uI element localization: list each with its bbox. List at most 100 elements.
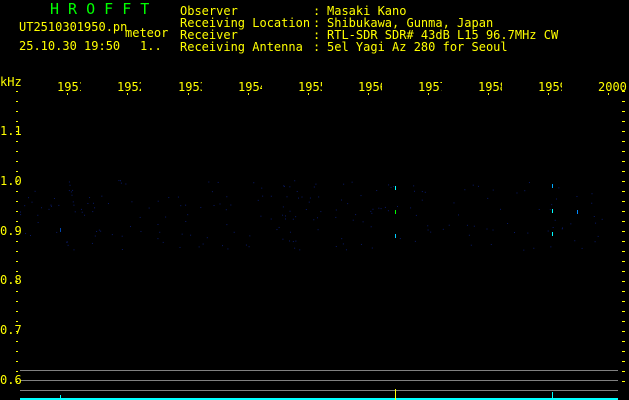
noise-dot — [393, 186, 395, 188]
noise-dot — [576, 196, 578, 198]
noise-dot — [378, 207, 380, 209]
noise-dot — [384, 206, 386, 208]
noise-dot — [53, 197, 55, 199]
noise-dot — [292, 241, 294, 243]
x-tick-label: 1957 — [418, 80, 442, 94]
noise-dot — [89, 197, 91, 199]
noise-dot — [74, 211, 76, 213]
meteor-echo — [552, 232, 553, 236]
noise-dot — [360, 195, 362, 197]
noise-dot — [71, 194, 73, 196]
noise-dot — [352, 219, 354, 221]
noise-dot — [466, 224, 468, 226]
noise-dot — [181, 233, 183, 235]
noise-dot — [313, 219, 315, 221]
noise-dot — [538, 208, 540, 210]
noise-dot — [430, 231, 432, 233]
y-tick-label: 0.6 — [0, 373, 22, 387]
noise-dot — [80, 208, 82, 210]
y-tick-mark — [16, 311, 18, 312]
noise-dot — [162, 241, 164, 243]
noise-dot — [226, 196, 228, 198]
spectrum-peak — [60, 395, 61, 400]
noise-dot — [342, 243, 344, 245]
noise-dot — [289, 240, 291, 242]
x-tick-mark — [428, 93, 429, 95]
noise-dot — [129, 226, 131, 228]
noise-dot — [282, 206, 284, 208]
noise-dot — [219, 203, 221, 205]
noise-dot — [233, 231, 235, 233]
noise-dot — [499, 208, 501, 210]
location-value: Shibukawa, Gunma, Japan — [327, 16, 494, 30]
noise-dot — [470, 244, 472, 246]
noise-dot — [414, 240, 416, 242]
noise-dot — [473, 225, 475, 227]
meteor-echo — [395, 210, 396, 214]
y-tick-label: 1.0 — [0, 174, 22, 188]
spectrum-peak — [552, 392, 553, 400]
noise-dot — [448, 224, 450, 226]
noise-dot — [213, 205, 215, 207]
noise-dot — [555, 198, 557, 200]
grid-line — [20, 390, 618, 391]
y-tick-mark — [622, 311, 625, 312]
noise-dot — [30, 235, 32, 237]
noise-dot — [421, 191, 423, 193]
noise-dot — [317, 229, 319, 231]
noise-dot — [421, 199, 423, 201]
y-tick-mark — [16, 201, 18, 202]
x-tick-mark — [308, 93, 309, 95]
y-tick-mark — [16, 291, 18, 292]
mode-label: meteor — [125, 26, 169, 40]
noise-dot — [131, 201, 133, 203]
y-tick-mark — [622, 121, 625, 122]
meteor-echo — [577, 210, 578, 214]
y-tick-mark — [16, 351, 18, 352]
noise-dot — [165, 216, 167, 218]
noise-dot — [70, 191, 72, 193]
noise-dot — [318, 196, 320, 198]
noise-dot — [516, 192, 518, 194]
noise-dot — [190, 234, 192, 236]
noise-dot — [523, 249, 525, 251]
meteor-echo — [552, 209, 553, 213]
noise-dot — [285, 215, 287, 217]
y-tick-mark — [622, 161, 625, 162]
noise-dot — [41, 207, 43, 209]
noise-dot — [119, 180, 121, 182]
datetime: 25.10.30 19:50 — [19, 39, 121, 53]
y-tick-mark — [16, 281, 18, 282]
noise-dot — [294, 247, 296, 249]
noise-dot — [388, 184, 390, 186]
noise-dot — [360, 243, 362, 245]
noise-dot — [335, 216, 337, 218]
noise-dot — [180, 205, 182, 207]
noise-dot — [120, 182, 122, 184]
receiver-value: RTL-SDR SDR# 43dB L15 96.7MHz CW — [327, 28, 559, 42]
y-tick-mark — [16, 331, 18, 332]
noise-dot — [72, 201, 74, 203]
noise-dot — [594, 241, 596, 243]
noise-dot — [347, 203, 349, 205]
noise-dot — [457, 214, 459, 216]
noise-dot — [282, 214, 284, 216]
noise-dot — [187, 214, 189, 216]
noise-dot — [313, 186, 315, 188]
noise-dot — [72, 189, 74, 191]
y-tick-mark — [622, 271, 625, 272]
y-tick-mark — [622, 191, 625, 192]
noise-dot — [492, 189, 494, 191]
y-tick-mark — [622, 281, 625, 282]
noise-dot — [351, 181, 353, 183]
y-tick-mark — [16, 361, 18, 362]
noise-dot — [550, 246, 552, 248]
noise-dot — [139, 216, 141, 218]
y-tick-mark — [16, 121, 18, 122]
noise-dot — [561, 228, 563, 230]
noise-dot — [37, 222, 39, 224]
noise-dot — [107, 203, 109, 205]
noise-dot — [206, 237, 208, 239]
noise-dot — [283, 185, 285, 187]
